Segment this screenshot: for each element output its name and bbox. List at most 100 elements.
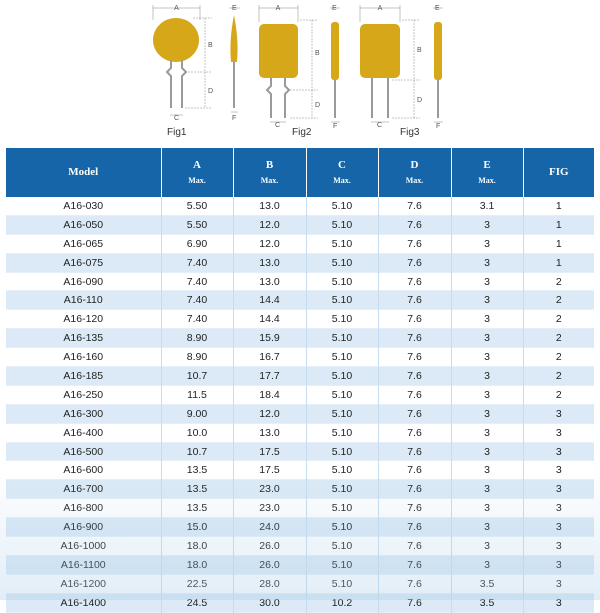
fig3-dim-e: E	[435, 5, 440, 12]
cell-c: 5.10	[306, 442, 379, 461]
cell-e: 3	[451, 290, 524, 310]
table-row: A16-1200 22.5 28.0 5.10 7.6 3.5 3	[6, 574, 594, 594]
cell-model: A16-500	[6, 442, 162, 461]
cell-d: 7.6	[378, 479, 452, 499]
cell-b: 15.9	[233, 328, 307, 348]
cell-e: 3	[451, 309, 524, 329]
fig3-dim-d: D	[417, 97, 422, 104]
cell-c: 5.10	[306, 460, 379, 480]
fig3-dim-a: A	[378, 5, 383, 12]
cell-model: A16-030	[6, 197, 162, 216]
fig1-dim-b: B	[208, 42, 213, 49]
cell-e: 3	[451, 347, 524, 367]
cell-model: A16-065	[6, 234, 162, 254]
cell-e: 3	[451, 555, 524, 575]
cell-a: 22.5	[161, 574, 234, 594]
table-row: A16-120 7.40 14.4 5.10 7.6 3 2	[6, 309, 594, 329]
fig2-dim-b: B	[315, 50, 320, 57]
header-fig: FIG	[523, 148, 594, 197]
cell-c: 5.10	[306, 197, 379, 216]
cell-d: 7.6	[378, 197, 452, 216]
cell-e: 3	[451, 460, 524, 480]
cell-d: 7.6	[378, 555, 452, 575]
cell-c: 5.10	[306, 328, 379, 348]
cell-a: 10.7	[161, 366, 234, 386]
fig2-drawing: A B D C E F	[258, 5, 340, 130]
cell-c: 5.10	[306, 347, 379, 367]
cell-fig: 3	[523, 442, 594, 461]
cell-d: 7.6	[378, 328, 452, 348]
cell-e: 3	[451, 253, 524, 273]
cell-c: 5.10	[306, 423, 379, 443]
cell-e: 3	[451, 234, 524, 254]
table-row: A16-110 7.40 14.4 5.10 7.6 3 2	[6, 290, 594, 310]
cell-fig: 3	[523, 423, 594, 443]
fig3-label: Fig3	[400, 127, 420, 138]
figures-area: A B D C E F	[0, 0, 600, 145]
cell-d: 7.6	[378, 347, 452, 367]
cell-fig: 1	[523, 234, 594, 254]
cell-b: 28.0	[233, 574, 307, 594]
cell-a: 7.40	[161, 253, 234, 273]
table-row: A16-1400 24.5 30.0 10.2 7.6 3.5 3	[6, 593, 594, 613]
cell-b: 16.7	[233, 347, 307, 367]
cell-d: 7.6	[378, 253, 452, 273]
fig2-dim-d: D	[315, 102, 320, 109]
cell-e: 3	[451, 328, 524, 348]
cell-c: 5.10	[306, 366, 379, 386]
cell-fig: 1	[523, 197, 594, 216]
cell-d: 7.6	[378, 385, 452, 405]
fig3-drawing: A B D C E F	[359, 5, 443, 130]
cell-c: 5.10	[306, 309, 379, 329]
cell-fig: 2	[523, 385, 594, 405]
cell-d: 7.6	[378, 460, 452, 480]
cell-e: 3	[451, 385, 524, 405]
cell-e: 3.5	[451, 574, 524, 594]
cell-a: 18.0	[161, 536, 234, 556]
cell-model: A16-800	[6, 498, 162, 518]
table-row: A16-800 13.5 23.0 5.10 7.6 3 3	[6, 498, 594, 518]
cell-c: 5.10	[306, 498, 379, 518]
cell-b: 12.0	[233, 234, 307, 254]
cell-d: 7.6	[378, 234, 452, 254]
cell-d: 7.6	[378, 593, 452, 613]
cell-c: 10.2	[306, 593, 379, 613]
cell-a: 11.5	[161, 385, 234, 405]
cell-b: 17.5	[233, 460, 307, 480]
table-row: A16-900 15.0 24.0 5.10 7.6 3 3	[6, 517, 594, 537]
cell-model: A16-090	[6, 272, 162, 291]
cell-fig: 3	[523, 498, 594, 518]
table-row: A16-700 13.5 23.0 5.10 7.6 3 3	[6, 479, 594, 499]
fig1-dim-d: D	[208, 88, 213, 95]
cell-model: A16-110	[6, 290, 162, 310]
cell-fig: 3	[523, 479, 594, 499]
cell-a: 18.0	[161, 555, 234, 575]
cell-e: 3	[451, 423, 524, 443]
cell-d: 7.6	[378, 442, 452, 461]
fig1-dim-e: E	[232, 5, 237, 12]
cell-e: 3	[451, 536, 524, 556]
dimension-drawings: A B D C E F	[152, 5, 443, 130]
fig3-dim-c: C	[377, 122, 382, 129]
dimensions-table: Model A Max. B Max. C Max. D Max. E Max. FIG …	[6, 148, 594, 613]
cell-a: 13.5	[161, 479, 234, 499]
fig1-drawing: A B D C E F	[152, 5, 240, 122]
fig2-dim-c: C	[275, 122, 280, 129]
cell-model: A16-135	[6, 328, 162, 348]
cell-e: 3	[451, 366, 524, 386]
fig2-label: Fig2	[292, 127, 312, 138]
cell-fig: 1	[523, 253, 594, 273]
cell-b: 13.0	[233, 253, 307, 273]
cell-model: A16-1200	[6, 574, 162, 594]
cell-a: 7.40	[161, 272, 234, 291]
cell-model: A16-1000	[6, 536, 162, 556]
fig1-dim-f: F	[232, 115, 236, 122]
cell-b: 14.4	[233, 290, 307, 310]
cell-e: 3.1	[451, 197, 524, 216]
cell-e: 3	[451, 272, 524, 291]
cell-c: 5.10	[306, 215, 379, 235]
cell-model: A16-1100	[6, 555, 162, 575]
cell-a: 15.0	[161, 517, 234, 537]
cell-e: 3	[451, 498, 524, 518]
dimensions-table-container: Model A Max. B Max. C Max. D Max. E Max. FIG …	[6, 148, 594, 613]
